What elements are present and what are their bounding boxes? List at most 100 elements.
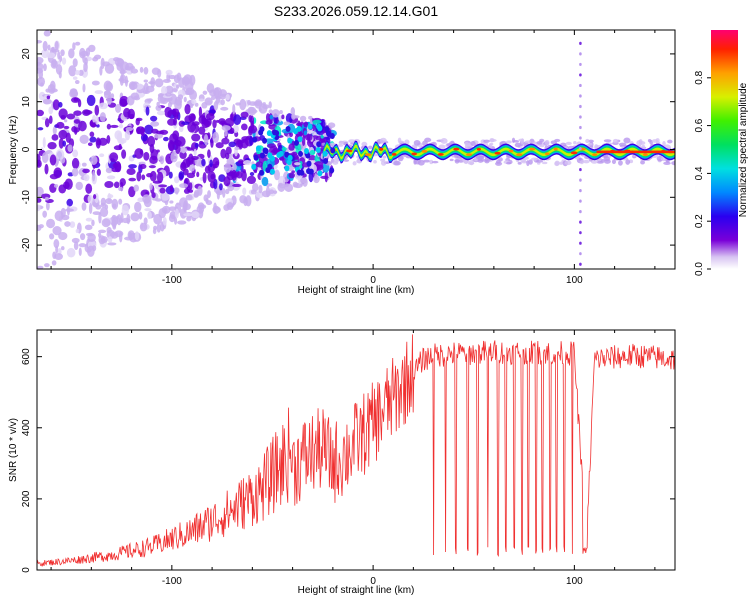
spectrogram-noise-blob (212, 119, 217, 129)
spectrogram-noise-blob (66, 113, 76, 120)
spectrogram-noise-blob (258, 107, 262, 112)
spectrogram-noise-blob (80, 233, 86, 241)
spectrogram-noise-blob (265, 119, 273, 125)
spectrogram-noise-blob (114, 103, 122, 113)
spectrogram-noise-blob (156, 223, 161, 233)
spectrogram-noise-blob (250, 120, 255, 132)
spectrogram-noise-blob (161, 192, 170, 201)
spectrogram-noise-blob (240, 138, 249, 149)
spectrogram-noise-blob (69, 221, 76, 228)
spectrogram-halo-blob (454, 159, 460, 164)
spectrogram-halo-blob (526, 160, 530, 167)
spectrogram-noise-blob (312, 119, 322, 124)
spectrogram-noise-blob (309, 149, 316, 156)
spectrogram-noise-blob (37, 40, 43, 44)
spectrogram-halo-blob (564, 160, 572, 166)
spectrogram-halo-blob (467, 162, 475, 165)
snr-y-label: SNR (10 * v/v) (8, 418, 19, 482)
spectrogram-noise-blob (104, 180, 114, 188)
spectrogram-noise-blob (233, 114, 242, 126)
spectrogram-noise-blob (303, 121, 309, 128)
spectrogram-halo-blob (583, 159, 590, 164)
spectrogram-noise-blob (98, 229, 107, 234)
spectrogram-noise-blob (156, 110, 166, 116)
artifact-column-blob (579, 62, 582, 67)
spectrogram-noise-blob (141, 174, 146, 181)
spectrogram-noise-blob (162, 217, 167, 226)
spectrogram-noise-blob (119, 137, 127, 144)
spectrogram-noise-blob (308, 115, 313, 120)
spectrogram-noise-blob (111, 218, 117, 228)
spectrogram-noise-blob (65, 132, 71, 143)
spectrogram-noise-blob (215, 95, 221, 104)
spectrogram-noise-blob (145, 106, 150, 116)
artifact-column-blob (579, 115, 582, 119)
spectrogram-halo-blob (588, 139, 594, 143)
spectrogram-noise-blob (218, 118, 226, 125)
spectrogram-noise-blob (134, 231, 140, 241)
spectrogram-halo-blob (541, 161, 548, 165)
colorbar: 0.0 0.2 0.4 0.6 0.8 Normalized spectral ampl… (694, 30, 749, 276)
spectrogram-noise-blob (46, 218, 56, 229)
spectrogram-x-tick-label: 100 (566, 275, 583, 286)
spectrogram-cluster-blob (298, 150, 304, 157)
spectrogram-noise-blob (52, 126, 57, 135)
spectrogram-noise-blob (306, 132, 313, 142)
spectrogram-noise-blob (223, 176, 231, 187)
spectrogram-noise-blob (48, 115, 53, 125)
spectrogram-halo-blob (470, 140, 476, 147)
spectrogram-noise-blob (183, 188, 191, 194)
spectrogram-noise-blob (220, 148, 227, 159)
spectrogram-cluster-blob (329, 167, 335, 174)
spectrogram-halo-blob (483, 139, 490, 143)
spectrogram-noise-blob (124, 129, 131, 141)
spectrogram-noise-blob (247, 99, 251, 106)
spectrogram-noise-blob (58, 129, 68, 140)
spectrogram-noise-blob (159, 187, 166, 194)
spectrogram-noise-blob (72, 149, 79, 158)
spectrogram-noise-blob (127, 108, 135, 120)
spectrogram-noise-blob (236, 171, 243, 179)
spectrogram-noise-blob (73, 119, 81, 124)
spectrogram-halo-blob (554, 138, 561, 142)
spectrogram-noise-blob (70, 88, 78, 97)
spectrogram-noise-blob (37, 186, 44, 197)
spectrogram-noise-blob (107, 242, 117, 246)
spectrogram-noise-blob (56, 121, 65, 129)
spectrogram-noise-blob (149, 143, 155, 154)
spectrogram-halo-blob (585, 138, 590, 144)
spectrogram-noise-blob (239, 98, 247, 111)
spectrogram-noise-blob (143, 151, 150, 161)
spectrogram-noise-blob (37, 161, 41, 167)
spectrogram-halo-blob (603, 139, 612, 143)
spectrogram-noise-blob (37, 204, 41, 212)
spectrogram-halo-blob (640, 160, 645, 165)
spectrogram-noise-blob (238, 159, 244, 165)
spectrogram-halo-blob (511, 137, 516, 143)
spectrogram-noise-blob (253, 169, 258, 174)
spectrogram-noise-blob (163, 136, 169, 142)
spectrogram-cluster-blob (272, 129, 278, 136)
spectrogram-noise-blob (54, 253, 63, 261)
spectrogram-halo-blob (641, 144, 646, 150)
spectrogram-cluster-blob (330, 147, 336, 154)
spectrogram-noise-blob (189, 182, 193, 190)
spectrogram-noise-blob (92, 170, 96, 182)
spectrogram-noise-blob (294, 143, 302, 154)
spectrogram-noise-blob (198, 106, 203, 118)
spectrogram-noise-blob (194, 102, 199, 107)
spectrogram-noise-blob (248, 115, 253, 123)
spectrogram-noise-blob (74, 41, 81, 46)
spectrogram-noise-blob (61, 57, 67, 65)
snr-y-tick-label: 0 (21, 567, 32, 573)
spectrogram-noise-blob (119, 178, 126, 187)
spectrogram-noise-blob (255, 190, 264, 199)
spectrogram-noise-blob (85, 47, 91, 57)
spectrogram-noise-blob (176, 72, 182, 82)
spectrogram-halo-blob (336, 144, 344, 147)
spectrogram-noise-blob (135, 118, 140, 126)
signal-peak-bead (437, 153, 444, 156)
spectrogram-noise-blob (66, 247, 76, 258)
artifact-column-blob (579, 231, 582, 235)
spectrogram-noise-blob (118, 186, 124, 192)
